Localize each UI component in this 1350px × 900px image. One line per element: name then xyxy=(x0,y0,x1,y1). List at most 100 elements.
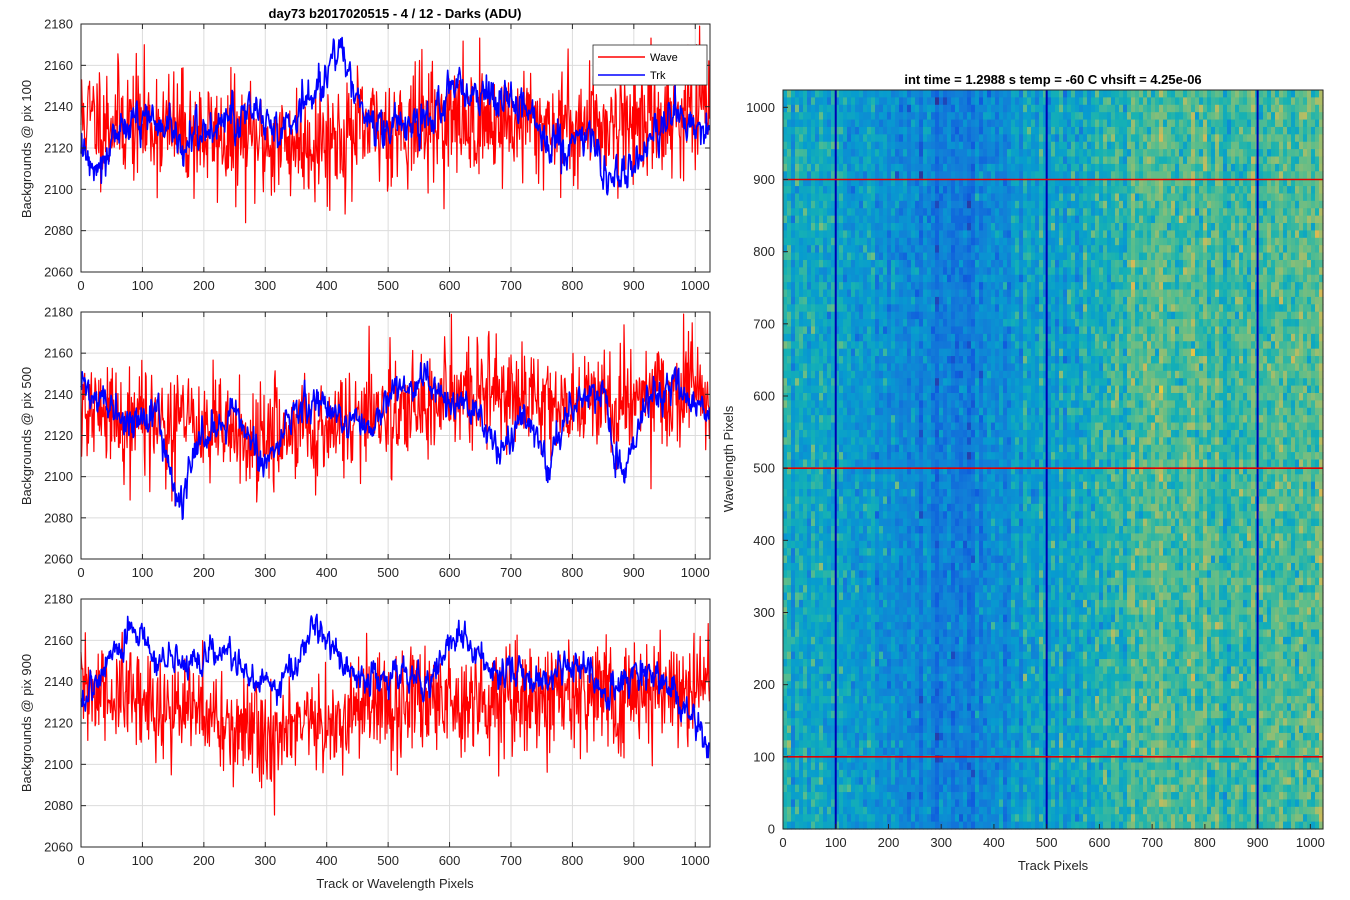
heatmap-cell xyxy=(875,489,880,498)
heatmap-cell xyxy=(787,237,792,246)
heatmap-cell xyxy=(891,149,896,158)
heatmap-cell xyxy=(795,503,800,512)
heatmap-cell xyxy=(787,562,792,571)
heatmap-cell xyxy=(887,511,892,520)
heatmap-cell xyxy=(859,747,864,756)
heatmap-cell xyxy=(943,732,948,741)
heatmap-cell xyxy=(851,806,856,815)
heatmap-cell xyxy=(943,348,948,357)
heatmap-cell xyxy=(815,784,820,793)
heatmap-cell xyxy=(783,799,788,808)
heatmap-cell xyxy=(967,762,972,771)
heatmap-cell xyxy=(959,540,964,549)
heatmap-cell xyxy=(963,821,968,830)
heatmap-cell xyxy=(935,223,940,232)
heatmap-cell xyxy=(791,792,796,801)
heatmap-cell xyxy=(927,230,932,239)
heatmap-cell xyxy=(811,333,816,342)
heatmap-cell xyxy=(959,518,964,527)
heatmap-cell xyxy=(959,799,964,808)
heatmap-cell xyxy=(899,104,904,113)
heatmap-cell xyxy=(883,688,888,697)
heatmap-cell xyxy=(967,237,972,246)
heatmap-cell xyxy=(799,703,804,712)
heatmap-cell xyxy=(795,304,800,313)
heatmap-cell xyxy=(787,422,792,431)
heatmap-cell xyxy=(803,740,808,749)
heatmap-cell xyxy=(819,622,824,631)
heatmap-cell xyxy=(923,200,928,209)
heatmap-cell xyxy=(867,821,872,830)
heatmap-cell xyxy=(871,540,876,549)
heatmap-cell xyxy=(803,119,808,128)
heatmap-cell xyxy=(919,636,924,645)
heatmap-cell xyxy=(919,489,924,498)
heatmap-cell xyxy=(943,769,948,778)
heatmap-cell xyxy=(795,792,800,801)
heatmap-cell xyxy=(923,304,928,313)
heatmap-cell xyxy=(791,489,796,498)
heatmap-cell xyxy=(795,163,800,172)
heatmap-cell xyxy=(899,370,904,379)
heatmap-cell xyxy=(843,703,848,712)
heatmap-cell xyxy=(959,784,964,793)
heatmap-cell xyxy=(811,311,816,320)
heatmap-cell xyxy=(867,503,872,512)
heatmap-cell xyxy=(871,740,876,749)
heatmap-cell xyxy=(823,695,828,704)
heatmap-cell xyxy=(907,688,912,697)
heatmap-cell xyxy=(891,562,896,571)
heatmap-cell xyxy=(943,718,948,727)
heatmap-cell xyxy=(903,799,908,808)
heatmap-cell xyxy=(951,518,956,527)
heatmap-cell xyxy=(787,126,792,135)
heatmap-cell xyxy=(891,681,896,690)
heatmap-cell xyxy=(783,762,788,771)
heatmap-cell xyxy=(935,518,940,527)
heatmap-cell xyxy=(871,444,876,453)
heatmap-cell xyxy=(887,274,892,283)
heatmap-cell xyxy=(911,614,916,623)
heatmap-cell xyxy=(847,659,852,668)
heatmap-cell xyxy=(863,304,868,313)
heatmap-cell xyxy=(915,171,920,180)
heatmap-cell xyxy=(951,585,956,594)
heatmap-cell xyxy=(875,718,880,727)
heatmap-cell xyxy=(927,511,932,520)
heatmap-cell xyxy=(955,651,960,660)
heatmap-cell xyxy=(791,570,796,579)
heatmap-cell xyxy=(891,156,896,165)
heatmap-cell xyxy=(791,400,796,409)
heatmap-cell xyxy=(827,636,832,645)
heatmap-cell xyxy=(879,437,884,446)
heatmap-cell xyxy=(867,622,872,631)
heatmap-cell xyxy=(799,607,804,616)
heatmap-cell xyxy=(891,407,896,416)
heatmap-cell xyxy=(859,489,864,498)
heatmap-cell xyxy=(955,636,960,645)
heatmap-cell xyxy=(891,710,896,719)
heatmap-cell xyxy=(891,481,896,490)
heatmap-cell xyxy=(919,526,924,534)
heatmap-cell xyxy=(943,755,948,764)
heatmap-cell xyxy=(955,681,960,690)
heatmap-cell xyxy=(935,370,940,379)
heatmap-cell xyxy=(851,348,856,357)
heatmap-cell xyxy=(903,267,908,276)
heatmap-cell xyxy=(795,688,800,697)
heatmap-cell xyxy=(931,718,936,727)
heatmap-cell xyxy=(947,755,952,764)
heatmap-cell xyxy=(851,555,856,564)
heatmap-cell xyxy=(827,577,832,586)
heatmap-cell xyxy=(955,370,960,379)
heatmap-cell xyxy=(967,156,972,165)
heatmap-cell xyxy=(935,607,940,616)
heatmap-cell xyxy=(967,407,972,416)
heatmap-cell xyxy=(899,407,904,416)
heatmap-cell xyxy=(883,378,888,387)
heatmap-cell xyxy=(847,592,852,601)
heatmap-cell xyxy=(963,304,968,313)
heatmap-cell xyxy=(819,533,824,542)
heatmap-cell xyxy=(931,97,936,106)
heatmap-cell xyxy=(831,769,836,778)
